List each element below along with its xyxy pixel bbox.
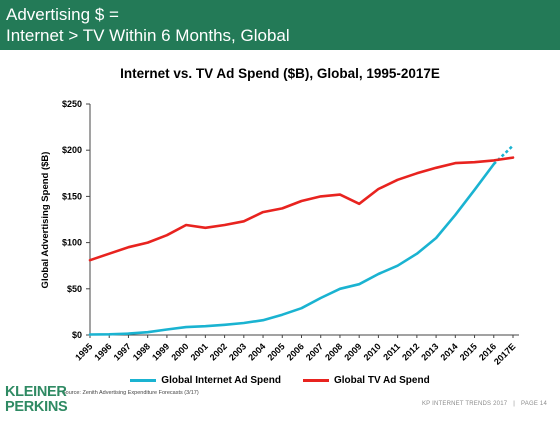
source-note: Source: Zenith Advertising Expenditure F…: [62, 390, 199, 396]
x-tick-label: 2006: [285, 341, 306, 362]
x-tick-label: 2000: [169, 341, 190, 362]
x-tick-label: 1997: [112, 341, 133, 362]
y-axis: $0 $50 $100 $150 $200 $250: [62, 99, 91, 340]
x-tick-label: 2008: [323, 341, 344, 362]
y-tick-label: $50: [67, 284, 82, 294]
slide-title-line2: Internet > TV Within 6 Months, Global: [6, 26, 290, 45]
legend-label-internet: Global Internet Ad Spend: [161, 375, 281, 386]
series-line-tv: [88, 156, 515, 262]
x-tick-label: 2013: [419, 341, 440, 362]
y-axis-label: Global Advertising Spend ($B): [40, 152, 51, 289]
y-tick-label: $250: [62, 99, 82, 109]
footer-left: KP INTERNET TRENDS 2017: [421, 401, 508, 407]
series-forecast-segment: [492, 144, 514, 165]
footer-page: PAGE 14: [521, 401, 547, 407]
x-axis: 1995199619971998199920002001200220032004…: [73, 334, 519, 367]
series-lines: [88, 144, 515, 336]
y-tick-label: $200: [62, 145, 82, 155]
series-line-internet: [88, 162, 496, 336]
legend-item-tv: Global TV Ad Spend: [302, 375, 430, 386]
legend-swatch-tv: [302, 379, 329, 382]
legend-item-internet: Global Internet Ad Spend: [130, 375, 281, 386]
logo-line1: KLEINER: [5, 384, 67, 400]
chart-legend: Global Internet Ad Spend Global TV Ad Sp…: [0, 375, 560, 386]
slide-header: Advertising $ = Internet > TV Within 6 M…: [0, 0, 560, 50]
x-tick-label: 2005: [265, 341, 286, 362]
x-tick-label: 1996: [92, 341, 113, 362]
legend-swatch-internet: [130, 379, 157, 382]
x-tick-label: 1999: [150, 341, 171, 362]
x-tick-label: 2011: [381, 341, 402, 362]
y-tick-label: $0: [72, 330, 82, 340]
x-tick-label: 1995: [73, 341, 94, 362]
x-tick-label: 2012: [400, 341, 421, 362]
x-tick-label: 1998: [131, 341, 152, 362]
x-tick-label: 2015: [458, 341, 479, 362]
slide-footer: KP INTERNET TRENDS 2017 | PAGE 14: [419, 401, 550, 407]
slide-title-line1: Advertising $ =: [6, 5, 119, 24]
x-tick-label: 2003: [227, 341, 248, 362]
chart-title: Internet vs. TV Ad Spend ($B), Global, 1…: [120, 66, 440, 81]
x-tick-label: 2014: [438, 341, 459, 362]
y-tick-label: $150: [62, 191, 82, 201]
x-tick-label: 2001: [189, 341, 210, 362]
y-tick-label: $100: [62, 238, 82, 248]
x-tick-label: 2002: [208, 341, 229, 362]
legend-label-tv: Global TV Ad Spend: [333, 375, 430, 386]
footer-separator: |: [513, 401, 516, 407]
x-tick-label: 2007: [304, 341, 325, 362]
x-tick-label: 2010: [362, 341, 383, 362]
logo-line2: PERKINS: [5, 399, 68, 415]
x-tick-label: 2004: [246, 341, 267, 362]
x-tick-label: 2009: [342, 341, 363, 362]
x-tick-label: 2017E: [492, 341, 517, 366]
